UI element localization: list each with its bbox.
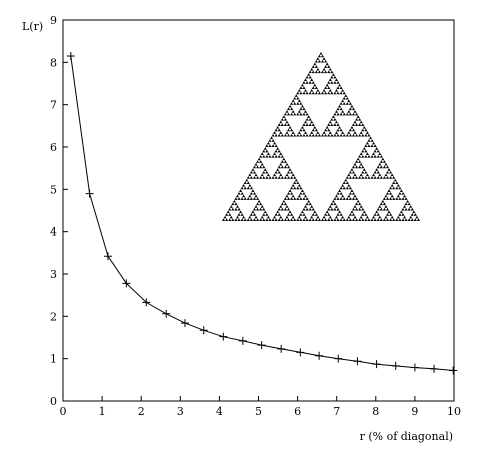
y-tick-label: 3 xyxy=(50,268,57,281)
data-point xyxy=(449,366,458,375)
data-point xyxy=(391,361,400,370)
data-point xyxy=(315,351,324,360)
x-tick-label: 4 xyxy=(216,405,223,418)
y-tick-label: 2 xyxy=(50,310,57,323)
y-tick-label: 4 xyxy=(50,226,57,239)
data-point xyxy=(66,51,75,60)
y-tick-label: 5 xyxy=(50,183,57,196)
data-point xyxy=(122,279,131,288)
x-tick-label: 1 xyxy=(99,405,106,418)
data-point xyxy=(219,332,228,341)
y-tick-label: 7 xyxy=(50,99,57,112)
x-tick-label: 2 xyxy=(138,405,145,418)
x-tick-label: 8 xyxy=(372,405,379,418)
data-point xyxy=(85,189,94,198)
y-axis-label: L(r) xyxy=(22,20,43,33)
data-point xyxy=(103,252,112,261)
data-point xyxy=(180,319,189,328)
data-point xyxy=(199,326,208,335)
sierpinski-triangle xyxy=(222,52,420,221)
x-tick-label: 9 xyxy=(411,405,418,418)
y-tick-label: 9 xyxy=(50,14,57,27)
data-point xyxy=(410,363,419,372)
y-tick-label: 6 xyxy=(50,141,57,154)
data-point xyxy=(277,344,286,353)
y-tick-label: 0 xyxy=(50,395,57,408)
series-line xyxy=(70,55,454,371)
x-tick-label: 5 xyxy=(255,405,262,418)
x-tick-label: 6 xyxy=(294,405,301,418)
axes xyxy=(62,19,455,402)
y-tick-label: 8 xyxy=(50,56,57,69)
x-axis-label: r (% of diagonal) xyxy=(360,430,453,443)
data-point xyxy=(162,309,171,318)
x-tick-label: 0 xyxy=(60,405,67,418)
data-point xyxy=(296,348,305,357)
x-tick-label: 10 xyxy=(447,405,461,418)
x-tick-label: 7 xyxy=(333,405,340,418)
data-point xyxy=(334,354,343,363)
ticks: 0 1 2 3 4 5 6 7 8 9 10 0 1 2 3 4 5 6 7 8 9 xyxy=(50,14,461,418)
data-point xyxy=(142,298,151,307)
y-tick-label: 1 xyxy=(50,353,57,366)
data-point xyxy=(353,357,362,366)
data-point xyxy=(430,364,439,373)
data-point xyxy=(238,336,247,345)
data-point xyxy=(372,360,381,369)
x-tick-label: 3 xyxy=(177,405,184,418)
sierpinski-inset xyxy=(222,52,420,221)
plot-frame xyxy=(62,19,455,402)
data-markers xyxy=(66,51,458,375)
data-point xyxy=(257,341,266,350)
